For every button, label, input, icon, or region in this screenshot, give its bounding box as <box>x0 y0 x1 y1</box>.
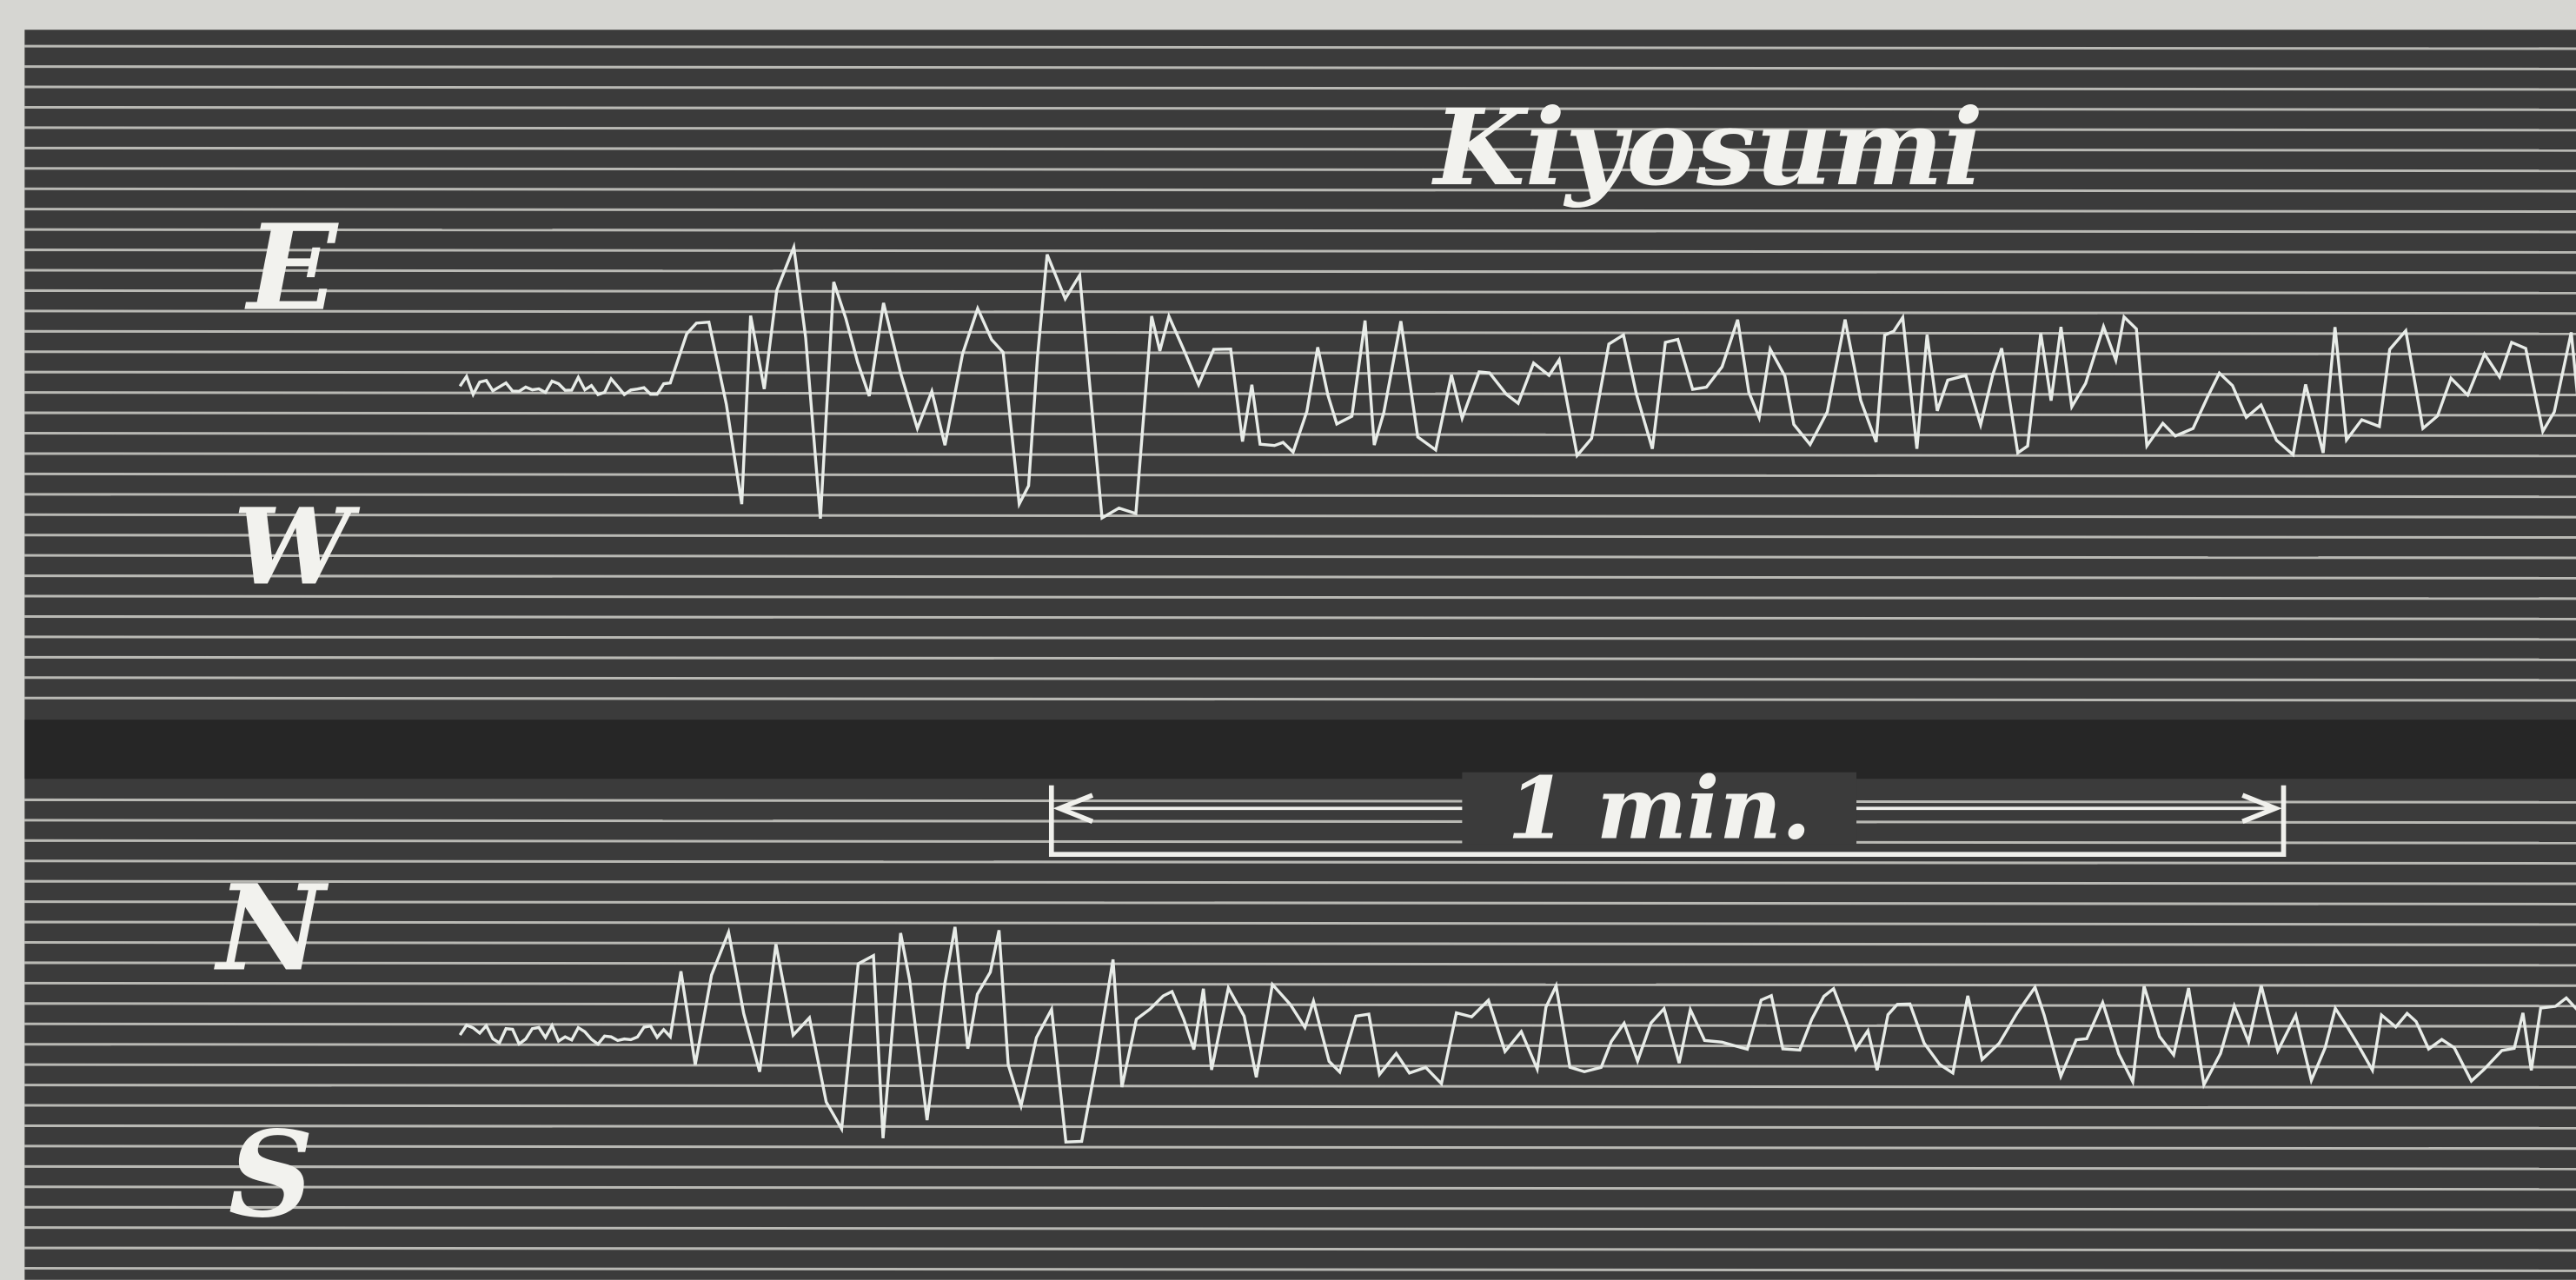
time-scale-label: 1 min. <box>1507 759 1811 859</box>
separator-band <box>24 720 2576 779</box>
page: 1 min. Kiyosumi E W N S (() => { const d… <box>0 0 2576 1280</box>
seismogram: 1 min. Kiyosumi E W N S <box>0 0 2576 1280</box>
component-label: E <box>244 199 340 338</box>
record-panel <box>24 30 2576 1280</box>
station-name: Kiyosumi <box>1431 85 1983 209</box>
component-label: N <box>214 859 329 998</box>
component-label: S <box>229 1105 314 1244</box>
component-label: W <box>234 484 361 608</box>
